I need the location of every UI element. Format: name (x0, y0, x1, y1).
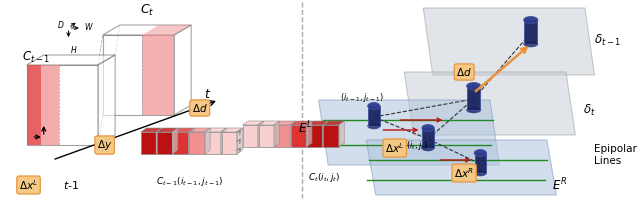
Polygon shape (259, 125, 274, 147)
Text: $t$-1: $t$-1 (63, 179, 79, 191)
Polygon shape (189, 132, 205, 154)
Ellipse shape (474, 170, 486, 176)
Polygon shape (291, 125, 307, 147)
Text: $\Delta x^L$: $\Delta x^L$ (385, 141, 404, 155)
Ellipse shape (422, 145, 434, 151)
Polygon shape (27, 65, 41, 145)
Polygon shape (259, 121, 280, 125)
Text: $C_{t-1}$: $C_{t-1}$ (22, 49, 50, 65)
Polygon shape (221, 128, 227, 154)
Text: $\Delta d$: $\Delta d$ (192, 102, 207, 114)
Text: $H$: $H$ (70, 44, 78, 55)
Polygon shape (323, 125, 339, 147)
Polygon shape (141, 132, 156, 154)
Text: $E^R$: $E^R$ (552, 177, 567, 193)
Polygon shape (307, 121, 312, 147)
Text: $\delta_{t-1}$: $\delta_{t-1}$ (595, 32, 621, 48)
Text: $E^L$: $E^L$ (298, 120, 312, 136)
Text: $C_t$: $C_t$ (140, 2, 155, 18)
Polygon shape (475, 153, 486, 173)
Polygon shape (173, 132, 188, 154)
Polygon shape (205, 128, 227, 132)
Text: $\Delta x^R$: $\Delta x^R$ (454, 166, 474, 180)
Text: $t$: $t$ (204, 88, 211, 102)
Polygon shape (258, 121, 264, 147)
Polygon shape (275, 121, 296, 125)
Text: $\Delta x^L$: $\Delta x^L$ (19, 178, 38, 192)
Text: Epipolar
Lines: Epipolar Lines (595, 144, 637, 166)
Polygon shape (422, 128, 434, 148)
Polygon shape (189, 128, 210, 132)
Polygon shape (142, 25, 191, 35)
Text: $W$: $W$ (84, 21, 93, 31)
Polygon shape (237, 128, 243, 154)
Text: $\Delta d$: $\Delta d$ (456, 66, 472, 78)
Polygon shape (221, 132, 237, 154)
Text: $\Delta y$: $\Delta y$ (97, 138, 112, 152)
Polygon shape (156, 128, 162, 154)
Text: $D$: $D$ (57, 19, 65, 29)
Polygon shape (368, 106, 380, 126)
Polygon shape (290, 121, 296, 147)
Ellipse shape (467, 82, 481, 90)
Polygon shape (319, 100, 499, 165)
Ellipse shape (422, 124, 434, 132)
Polygon shape (103, 25, 191, 35)
Polygon shape (524, 20, 538, 44)
Polygon shape (243, 125, 258, 147)
Polygon shape (205, 128, 210, 154)
Polygon shape (27, 65, 98, 145)
Polygon shape (291, 121, 312, 125)
Polygon shape (423, 8, 595, 75)
Polygon shape (366, 140, 556, 195)
Polygon shape (467, 86, 481, 110)
Polygon shape (323, 121, 344, 125)
Text: $\delta_t$: $\delta_t$ (583, 102, 596, 118)
Ellipse shape (367, 123, 380, 129)
Polygon shape (142, 35, 174, 115)
Polygon shape (221, 128, 243, 132)
Polygon shape (243, 121, 264, 125)
Polygon shape (404, 72, 575, 135)
Ellipse shape (467, 107, 481, 113)
Text: $(i_{t-1},j_{t-1})$: $(i_{t-1},j_{t-1})$ (340, 91, 383, 104)
Text: $(i_t,j_t)$: $(i_t,j_t)$ (406, 139, 428, 152)
Polygon shape (205, 132, 221, 154)
Polygon shape (157, 132, 172, 154)
Polygon shape (274, 121, 280, 147)
Ellipse shape (524, 41, 538, 47)
Ellipse shape (367, 102, 380, 110)
Polygon shape (173, 128, 194, 132)
Polygon shape (98, 55, 115, 145)
Text: $C_t(i_t,j_t)$: $C_t(i_t,j_t)$ (308, 171, 340, 184)
Ellipse shape (524, 17, 538, 23)
Ellipse shape (474, 150, 486, 156)
Polygon shape (275, 125, 290, 147)
Polygon shape (27, 55, 115, 65)
Text: $C_{t-1}(i_{t-1},j_{t-1})$: $C_{t-1}(i_{t-1},j_{t-1})$ (156, 176, 223, 188)
Polygon shape (339, 121, 344, 147)
Polygon shape (323, 121, 328, 147)
Polygon shape (174, 25, 191, 115)
Polygon shape (103, 35, 174, 115)
Polygon shape (27, 65, 59, 145)
Polygon shape (141, 128, 162, 132)
Polygon shape (157, 128, 178, 132)
Polygon shape (307, 125, 323, 147)
Polygon shape (188, 128, 194, 154)
Polygon shape (172, 128, 178, 154)
Polygon shape (307, 121, 328, 125)
